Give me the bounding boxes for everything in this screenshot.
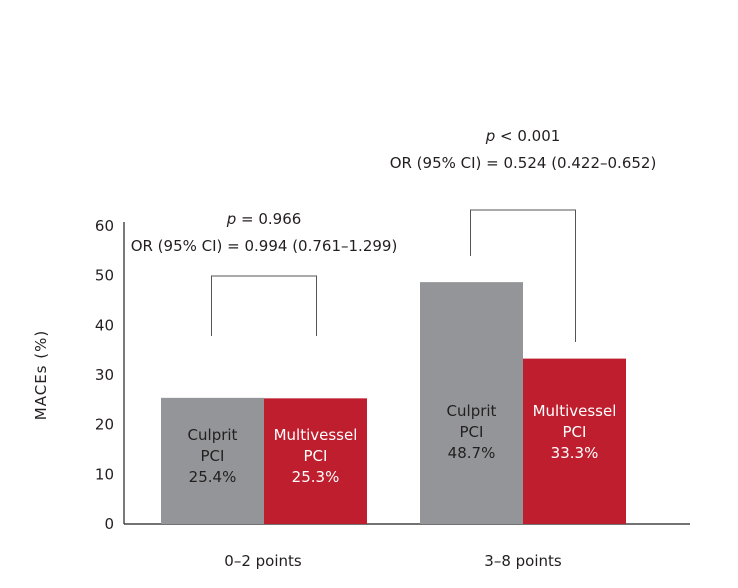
y-tick-label: 20 [95, 416, 114, 434]
y-tick-label: 60 [95, 217, 114, 235]
significance-bracket [470, 209, 576, 342]
series-label: PCI [460, 423, 484, 441]
series-label: Multivessel [274, 426, 358, 444]
series-label: Culprit [188, 426, 238, 444]
bar [523, 358, 626, 524]
p-value-text: p = 0.966 [226, 210, 302, 228]
bars [161, 282, 626, 524]
bar [161, 397, 264, 524]
significance-bracket [211, 275, 317, 336]
y-tick-label: 50 [95, 267, 114, 285]
p-value-text: p < 0.001 [485, 127, 561, 145]
odds-ratio-text: OR (95% CI) = 0.524 (0.422–0.652) [390, 154, 657, 172]
axes: 0 10 20 30 40 50 60 MACEs (%) 0–2 points 3–8 poin… [32, 217, 690, 570]
data-label: 25.4% [189, 468, 237, 486]
bar-labels: Culprit PCI 25.4% Culprit PCI 48.7% Multivesse… [188, 402, 617, 486]
data-label: 25.3% [292, 468, 340, 486]
odds-ratio-text: OR (95% CI) = 0.994 (0.761–1.299) [131, 237, 398, 255]
stat-annotations: p = 0.966 OR (95% CI) = 0.994 (0.761–1.29… [131, 127, 657, 342]
series-label: Multivessel [533, 402, 617, 420]
series-label: PCI [563, 423, 587, 441]
data-label: 48.7% [448, 444, 496, 462]
series-label: PCI [304, 447, 328, 465]
y-tick-label: 0 [104, 515, 114, 533]
y-tick-label: 40 [95, 316, 114, 334]
series-label: Culprit [447, 402, 497, 420]
x-category-label: 3–8 points [484, 552, 562, 570]
data-label: 33.3% [551, 444, 599, 462]
bar [264, 398, 367, 524]
y-tick-label: 10 [95, 465, 114, 483]
x-category-label: 0–2 points [224, 552, 302, 570]
bar [420, 282, 523, 524]
y-axis-label: MACEs (%) [32, 330, 50, 420]
y-tick-label: 30 [95, 366, 114, 384]
series-label: PCI [201, 447, 225, 465]
